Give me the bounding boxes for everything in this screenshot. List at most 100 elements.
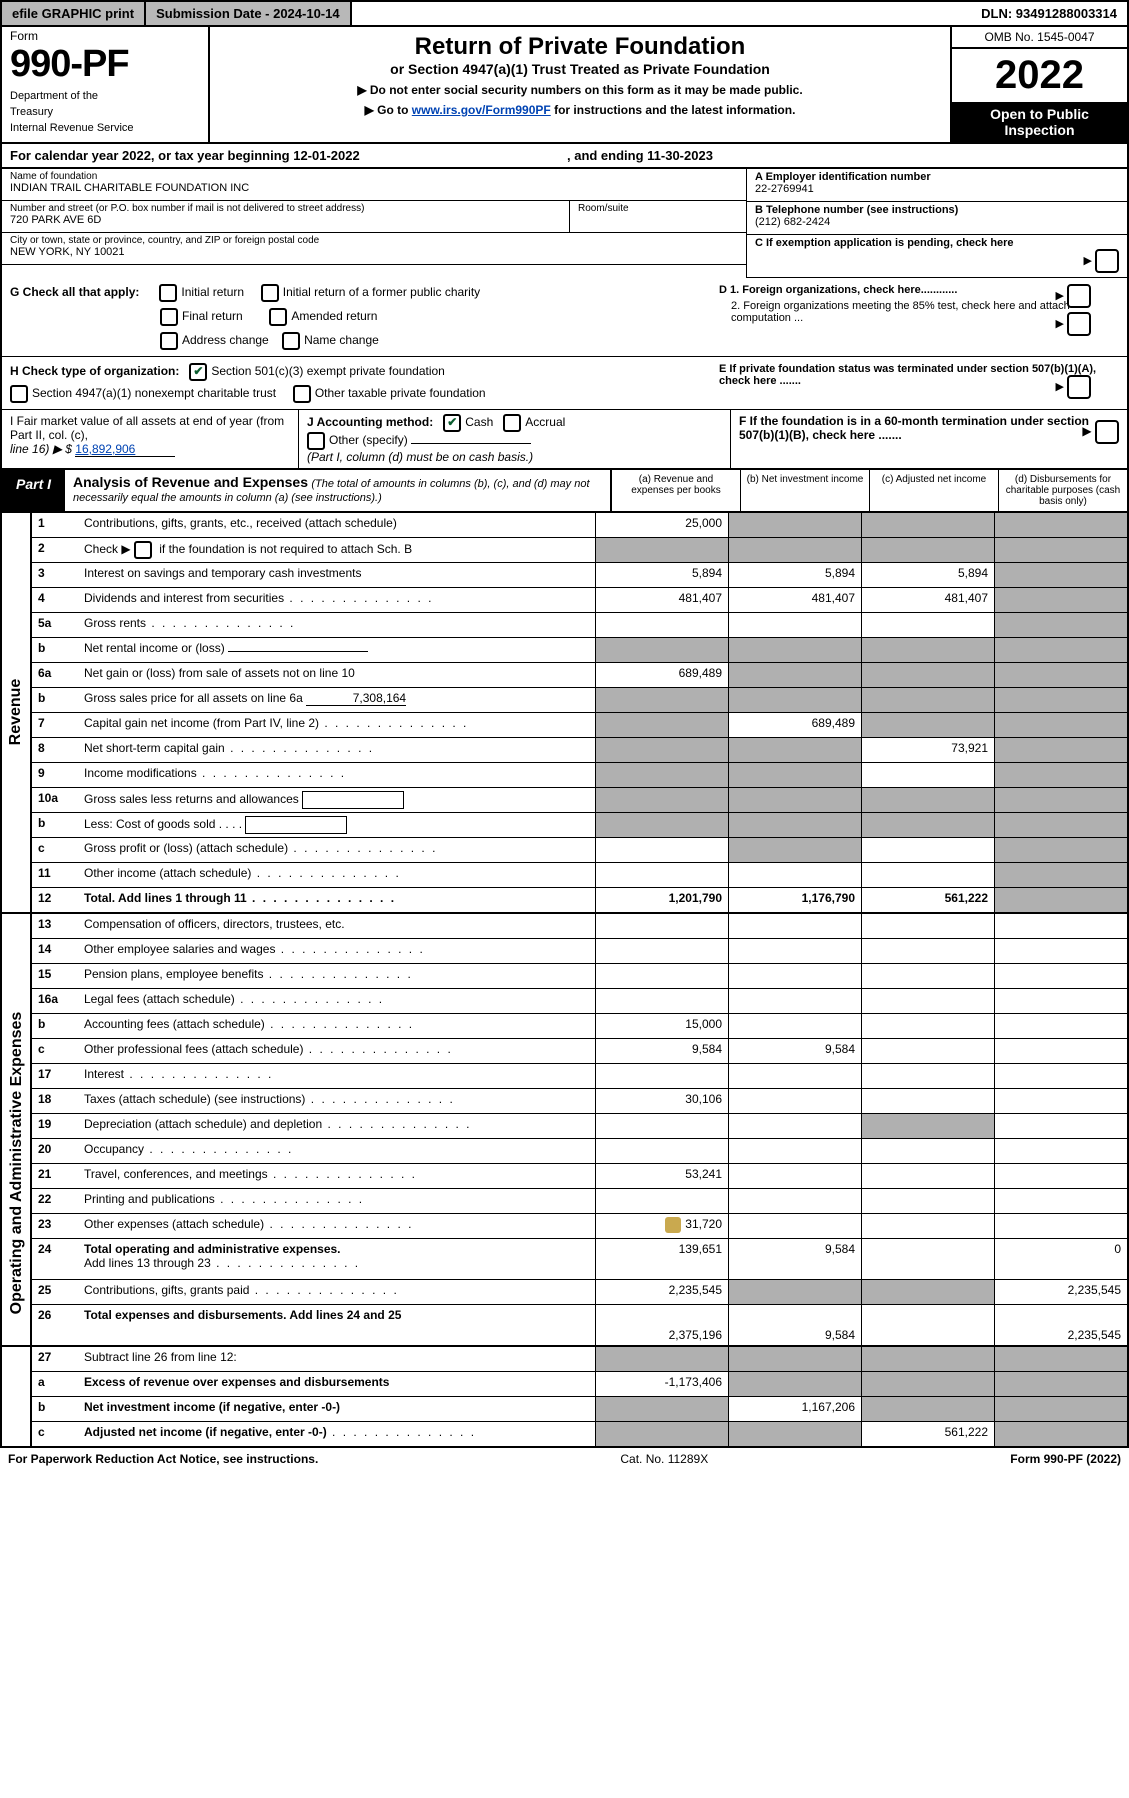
line-amt-b: 1,167,206 [728, 1397, 861, 1421]
f-label: F If the foundation is in a 60-month ter… [739, 414, 1089, 442]
g-d-block: G Check all that apply: Initial return I… [0, 278, 1129, 357]
line-amt-c [861, 788, 994, 812]
form-word: Form [10, 29, 200, 43]
line-amt-a [595, 638, 728, 662]
g-name-checkbox[interactable] [282, 332, 300, 350]
g-c4: Initial return of a former public charit… [283, 285, 480, 299]
line-amt-a [595, 1347, 728, 1371]
arrow-icon: ▶ [1055, 318, 1063, 330]
line-amt-d [994, 563, 1127, 587]
line-desc: Total. Add lines 1 through 11 [80, 888, 595, 912]
calendar-ending: , and ending 11-30-2023 [567, 148, 713, 163]
line-amt-a: 25,000 [595, 513, 728, 537]
dln-number: DLN: 93491288003314 [971, 2, 1127, 25]
line-22: 22 Printing and publications [32, 1189, 1127, 1214]
g-address-checkbox[interactable] [160, 332, 178, 350]
i-label: I Fair market value of all assets at end… [10, 414, 284, 442]
ein-label: A Employer identification number [755, 171, 1119, 183]
line-21: 21 Travel, conferences, and meetings 53,… [32, 1164, 1127, 1189]
attachment-icon[interactable] [665, 1217, 681, 1233]
line-amt-a: 31,720 [595, 1214, 728, 1238]
calendar-text: For calendar year 2022, or tax year begi… [10, 148, 360, 163]
irs-link[interactable]: www.irs.gov/Form990PF [412, 103, 551, 117]
line-amt-b [728, 1089, 861, 1113]
j-cash-checkbox[interactable] [443, 414, 461, 432]
line-10c: c Gross profit or (loss) (attach schedul… [32, 838, 1127, 863]
line-desc: Gross profit or (loss) (attach schedule) [80, 838, 595, 862]
line-amt-c [861, 1089, 994, 1113]
g-initial-checkbox[interactable] [159, 284, 177, 302]
line-5a: 5a Gross rents [32, 613, 1127, 638]
phone-label: B Telephone number (see instructions) [755, 204, 1119, 216]
l6b-val: 7,308,164 [306, 691, 406, 706]
line-amt-a [595, 538, 728, 562]
line-amt-d [994, 1089, 1127, 1113]
line-num: 21 [32, 1164, 80, 1188]
line-10b: b Less: Cost of goods sold . . . . [32, 813, 1127, 838]
line-amt-a: 30,106 [595, 1089, 728, 1113]
schb-checkbox[interactable] [134, 541, 152, 559]
notice-2-pre: ▶ Go to [365, 103, 412, 117]
phone-value: (212) 682-2424 [755, 216, 1119, 228]
line-16b: b Accounting fees (attach schedule) 15,0… [32, 1014, 1127, 1039]
line-num: 12 [32, 888, 80, 912]
line-27b: b Net investment income (if negative, en… [32, 1397, 1127, 1422]
phone-cell: B Telephone number (see instructions) (2… [747, 202, 1127, 235]
line-amt-a: 689,489 [595, 663, 728, 687]
c-label: C If exemption application is pending, c… [755, 237, 1014, 249]
part-badge: Part I [2, 470, 65, 511]
line-27: 27 Subtract line 26 from line 12: [32, 1347, 1127, 1372]
city-cell: City or town, state or province, country… [2, 233, 746, 265]
line-amt-d [994, 964, 1127, 988]
j-accrual-checkbox[interactable] [503, 414, 521, 432]
line-num: 20 [32, 1139, 80, 1163]
line-desc: Subtract line 26 from line 12: [80, 1347, 595, 1371]
e-checkbox[interactable] [1067, 375, 1091, 399]
fmv-value-link[interactable]: 16,892,906 [75, 442, 135, 456]
line-1: 1 Contributions, gifts, grants, etc., re… [32, 513, 1127, 538]
line-amt-c [861, 813, 994, 837]
h-4947-checkbox[interactable] [10, 385, 28, 403]
exemption-pending-cell: C If exemption application is pending, c… [747, 235, 1127, 278]
line-amt-b [728, 1114, 861, 1138]
line-num: c [32, 1422, 80, 1446]
line-desc: Occupancy [80, 1139, 595, 1163]
f-checkbox[interactable] [1095, 420, 1119, 444]
h-501c3-checkbox[interactable] [189, 363, 207, 381]
line-11: 11 Other income (attach schedule) [32, 863, 1127, 888]
line-amt-c [861, 964, 994, 988]
h-other-checkbox[interactable] [293, 385, 311, 403]
line-amt-a [595, 763, 728, 787]
line-num: 17 [32, 1064, 80, 1088]
line-num: b [32, 813, 80, 837]
g-initial-public-checkbox[interactable] [261, 284, 279, 302]
line-desc: Gross rents [80, 613, 595, 637]
g-final-checkbox[interactable] [160, 308, 178, 326]
line-num: 9 [32, 763, 80, 787]
col-d-header: (d) Disbursements for charitable purpose… [998, 470, 1127, 511]
line-num: 14 [32, 939, 80, 963]
line-amt-a [595, 914, 728, 938]
line-desc: Legal fees (attach schedule) [80, 989, 595, 1013]
efile-print-button[interactable]: efile GRAPHIC print [2, 2, 146, 25]
addr-label: Number and street (or P.O. box number if… [10, 203, 561, 214]
line-amt-d [994, 713, 1127, 737]
line-amt-d: 0 [994, 1239, 1127, 1279]
d1-label: D 1. Foreign organizations, check here..… [719, 284, 957, 296]
line-amt-a [595, 964, 728, 988]
d2-checkbox[interactable] [1067, 312, 1091, 336]
room-label: Room/suite [578, 203, 738, 214]
line-amt-a: 15,000 [595, 1014, 728, 1038]
arrow-icon: ▶ [1055, 381, 1063, 393]
c-checkbox[interactable] [1095, 249, 1119, 273]
line-desc: Accounting fees (attach schedule) [80, 1014, 595, 1038]
j-other-checkbox[interactable] [307, 432, 325, 450]
form-number: 990-PF [10, 43, 200, 86]
g-amended-checkbox[interactable] [269, 308, 287, 326]
footer-left: For Paperwork Reduction Act Notice, see … [8, 1452, 318, 1466]
calendar-year-row: For calendar year 2022, or tax year begi… [0, 144, 1129, 169]
line-amt-b [728, 638, 861, 662]
line-amt-b: 481,407 [728, 588, 861, 612]
line-amt-d [994, 1014, 1127, 1038]
inspect-2: Inspection [1004, 122, 1074, 138]
